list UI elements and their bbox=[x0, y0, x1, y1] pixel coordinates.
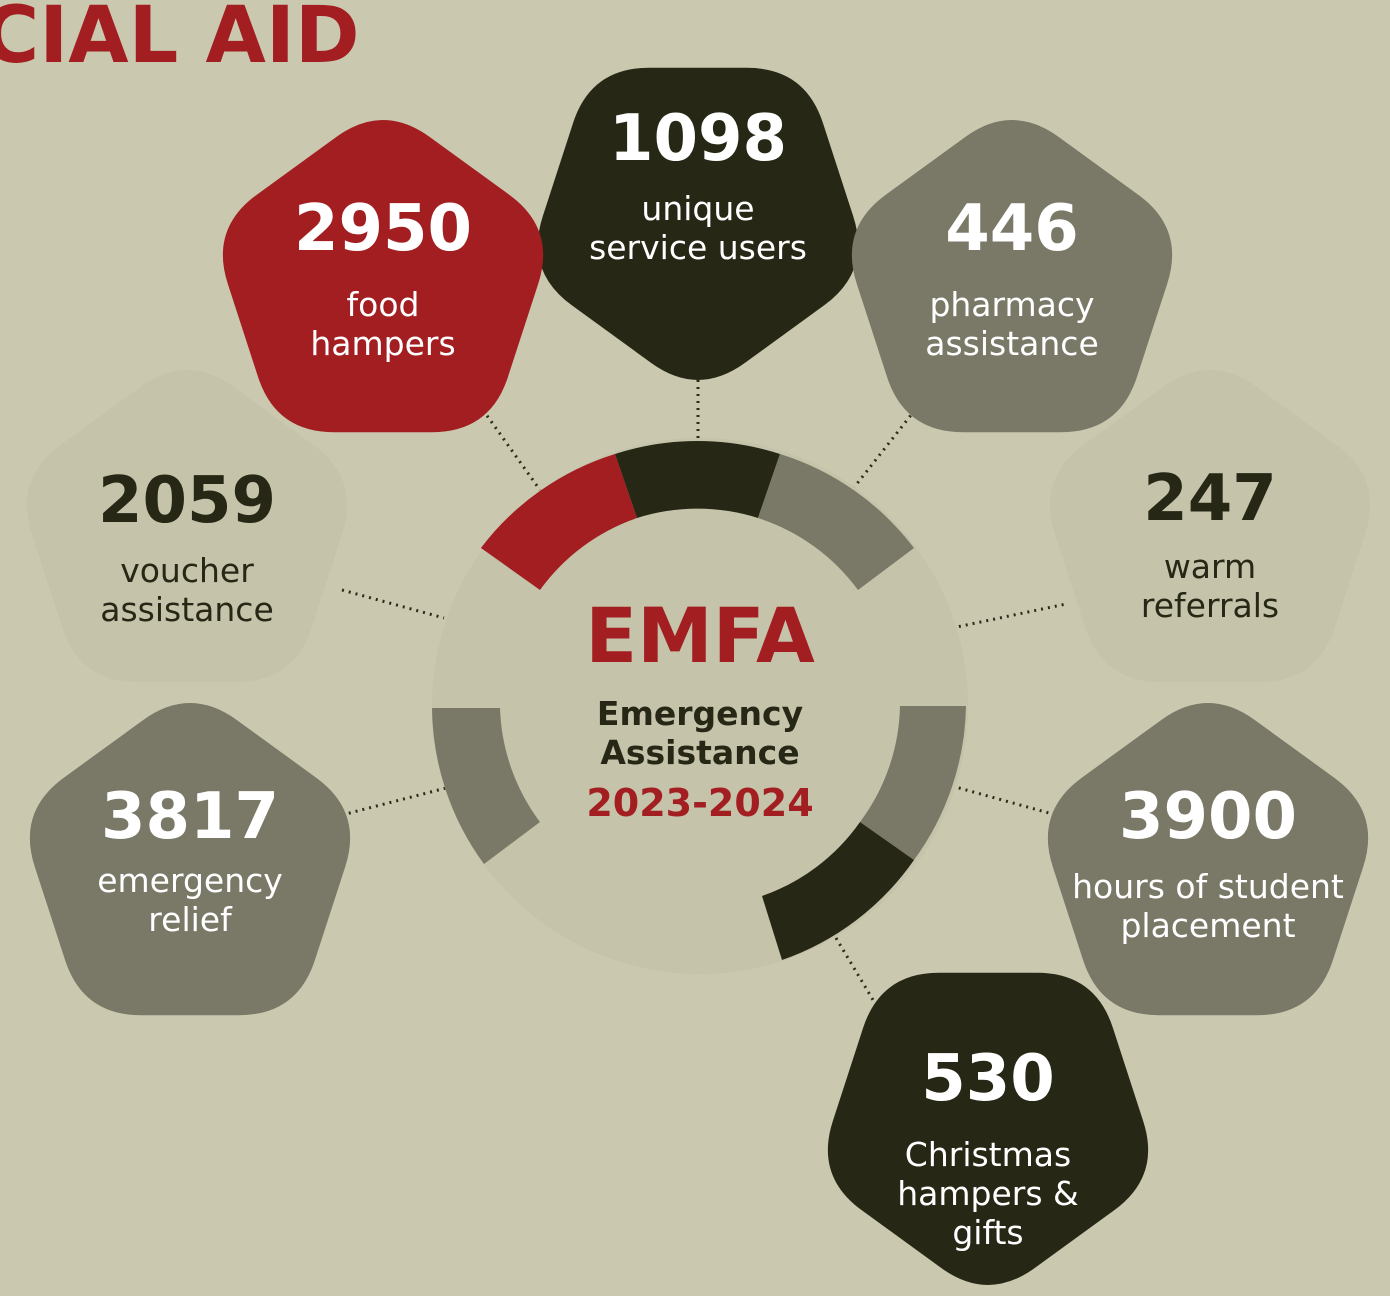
stat-label-line: gifts bbox=[952, 1213, 1023, 1252]
pentagon-shape bbox=[1047, 703, 1369, 1016]
stat-label-line: warm bbox=[1164, 547, 1256, 586]
pentagon-shape bbox=[851, 120, 1173, 433]
pentagon-shape bbox=[29, 703, 351, 1016]
stat-value: 2059 bbox=[98, 464, 276, 538]
center-years: 2023-2024 bbox=[586, 781, 813, 825]
center-line-2: Assistance bbox=[600, 733, 799, 772]
stat-value: 446 bbox=[945, 192, 1079, 266]
stat-label-line: Christmas bbox=[905, 1135, 1071, 1174]
stat-label-line: food bbox=[347, 285, 420, 324]
stat-label-line: unique bbox=[641, 189, 754, 228]
pentagon-shape bbox=[26, 370, 348, 683]
stat-label-line: placement bbox=[1120, 906, 1295, 945]
stat-label-line: service users bbox=[589, 228, 807, 267]
center-acronym: EMFA bbox=[585, 591, 815, 680]
stat-label-line: emergency bbox=[97, 861, 283, 900]
stat-value: 1098 bbox=[609, 102, 787, 176]
progress-ring-overlay bbox=[432, 440, 966, 960]
stat-label-line: assistance bbox=[100, 590, 274, 629]
stat-label-line: pharmacy bbox=[929, 285, 1094, 324]
stat-value: 530 bbox=[921, 1042, 1055, 1116]
stat-label-line: voucher bbox=[120, 551, 254, 590]
pentagon-shape bbox=[537, 67, 859, 380]
stat-label-line: relief bbox=[148, 900, 233, 939]
pentagon-shape bbox=[827, 972, 1149, 1285]
page-title: CIAL AID bbox=[0, 0, 360, 81]
stat-value: 2950 bbox=[294, 192, 472, 266]
stat-label-line: hours of student bbox=[1072, 867, 1344, 906]
stat-value: 247 bbox=[1143, 462, 1277, 536]
stat-label-line: referrals bbox=[1141, 586, 1279, 625]
stat-label-line: hampers bbox=[310, 324, 455, 363]
pentagon-shape bbox=[1049, 370, 1371, 683]
center-disc bbox=[432, 438, 968, 974]
center-line-1: Emergency bbox=[597, 694, 803, 733]
stat-label-line: hampers & bbox=[897, 1174, 1079, 1213]
stat-label-line: assistance bbox=[925, 324, 1099, 363]
stat-value: 3900 bbox=[1119, 780, 1297, 854]
pentagon-shape bbox=[222, 120, 544, 433]
stat-value: 3817 bbox=[101, 780, 279, 854]
